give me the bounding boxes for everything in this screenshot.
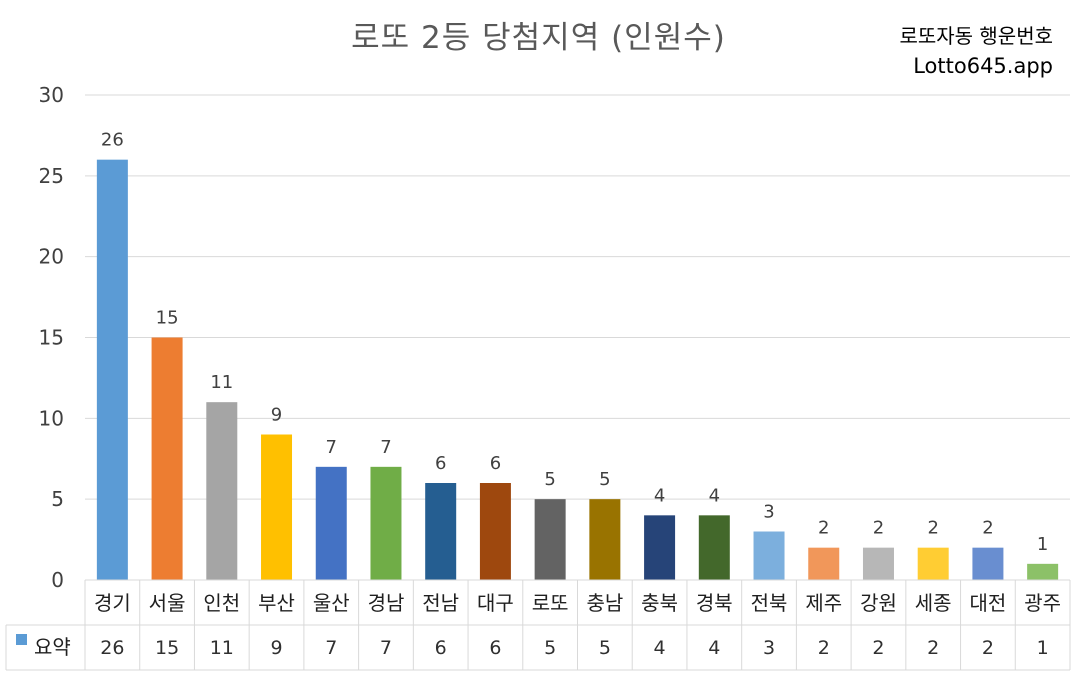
bar [589, 499, 621, 580]
y-tick-label: 10 [39, 406, 64, 430]
data-label: 11 [210, 372, 233, 393]
bar [808, 547, 840, 580]
category-label: 충북 [641, 591, 678, 615]
table-value: 15 [155, 637, 179, 659]
category-label: 전남 [422, 591, 459, 615]
data-label: 3 [763, 502, 774, 523]
bar [425, 483, 457, 580]
y-tick-label: 0 [51, 568, 64, 592]
data-label: 1 [1037, 534, 1048, 555]
category-label: 경북 [696, 591, 733, 615]
category-label: 전북 [751, 591, 788, 615]
category-label: 로또 [532, 591, 569, 615]
data-label: 2 [873, 518, 884, 539]
table-value: 4 [654, 637, 666, 659]
series-name: 요약 [34, 635, 71, 659]
bar [479, 483, 511, 580]
bar [753, 531, 785, 580]
category-label: 강원 [860, 591, 897, 615]
data-label: 5 [599, 469, 610, 490]
data-label: 4 [654, 485, 665, 506]
category-label: 세종 [915, 591, 952, 615]
table-value: 7 [325, 637, 337, 659]
bar [862, 547, 894, 580]
table-value: 5 [544, 637, 556, 659]
data-label: 2 [982, 518, 993, 539]
bar [206, 402, 238, 580]
table-value: 11 [210, 637, 234, 659]
data-label: 4 [709, 485, 720, 506]
bar [261, 434, 293, 580]
bar [96, 159, 128, 580]
table-value: 1 [1037, 637, 1049, 659]
table-value: 2 [818, 637, 830, 659]
table-value: 7 [380, 637, 392, 659]
bar [917, 547, 949, 580]
table-value: 26 [100, 637, 124, 659]
legend-key [16, 634, 27, 645]
bar [1027, 563, 1059, 580]
data-label: 26 [101, 130, 124, 151]
table-value: 2 [982, 637, 994, 659]
bar [370, 466, 402, 580]
table-value: 6 [489, 637, 501, 659]
y-tick-label: 5 [51, 487, 64, 511]
bar [972, 547, 1004, 580]
data-label: 2 [818, 518, 829, 539]
bar [534, 499, 566, 580]
bar [315, 466, 347, 580]
category-label: 대구 [477, 591, 514, 615]
category-label: 부산 [258, 591, 295, 615]
category-label: 광주 [1024, 591, 1061, 615]
table-value: 5 [599, 637, 611, 659]
table-value: 4 [708, 637, 720, 659]
table-value: 6 [435, 637, 447, 659]
y-tick-label: 15 [39, 326, 64, 350]
category-label: 인천 [203, 591, 240, 615]
brand-name: 로또자동 행운번호 [899, 24, 1053, 48]
chart-title: 로또 2등 당첨지역 (인원수) [351, 20, 726, 56]
data-label: 9 [271, 405, 282, 426]
category-label: 대전 [970, 591, 1007, 615]
category-label: 경남 [368, 591, 405, 615]
data-label: 7 [380, 437, 391, 458]
table-value: 2 [927, 637, 939, 659]
data-label: 5 [544, 469, 555, 490]
brand-url: Lotto645.app [913, 54, 1053, 78]
category-label: 울산 [313, 591, 350, 615]
data-label: 15 [156, 308, 179, 329]
bar [644, 515, 676, 580]
data-label: 7 [326, 437, 337, 458]
category-label: 서울 [149, 591, 186, 615]
y-tick-label: 20 [39, 245, 64, 269]
data-label: 6 [490, 453, 501, 474]
category-label: 충남 [586, 591, 623, 615]
data-label: 2 [927, 518, 938, 539]
data-label: 6 [435, 453, 446, 474]
y-tick-label: 30 [39, 83, 64, 107]
bar [151, 337, 183, 580]
table-value: 2 [872, 637, 884, 659]
table-value: 9 [270, 637, 282, 659]
table-value: 3 [763, 637, 775, 659]
bar [698, 515, 730, 580]
category-label: 제주 [805, 591, 842, 615]
category-label: 경기 [94, 591, 131, 615]
y-tick-label: 25 [39, 164, 64, 188]
